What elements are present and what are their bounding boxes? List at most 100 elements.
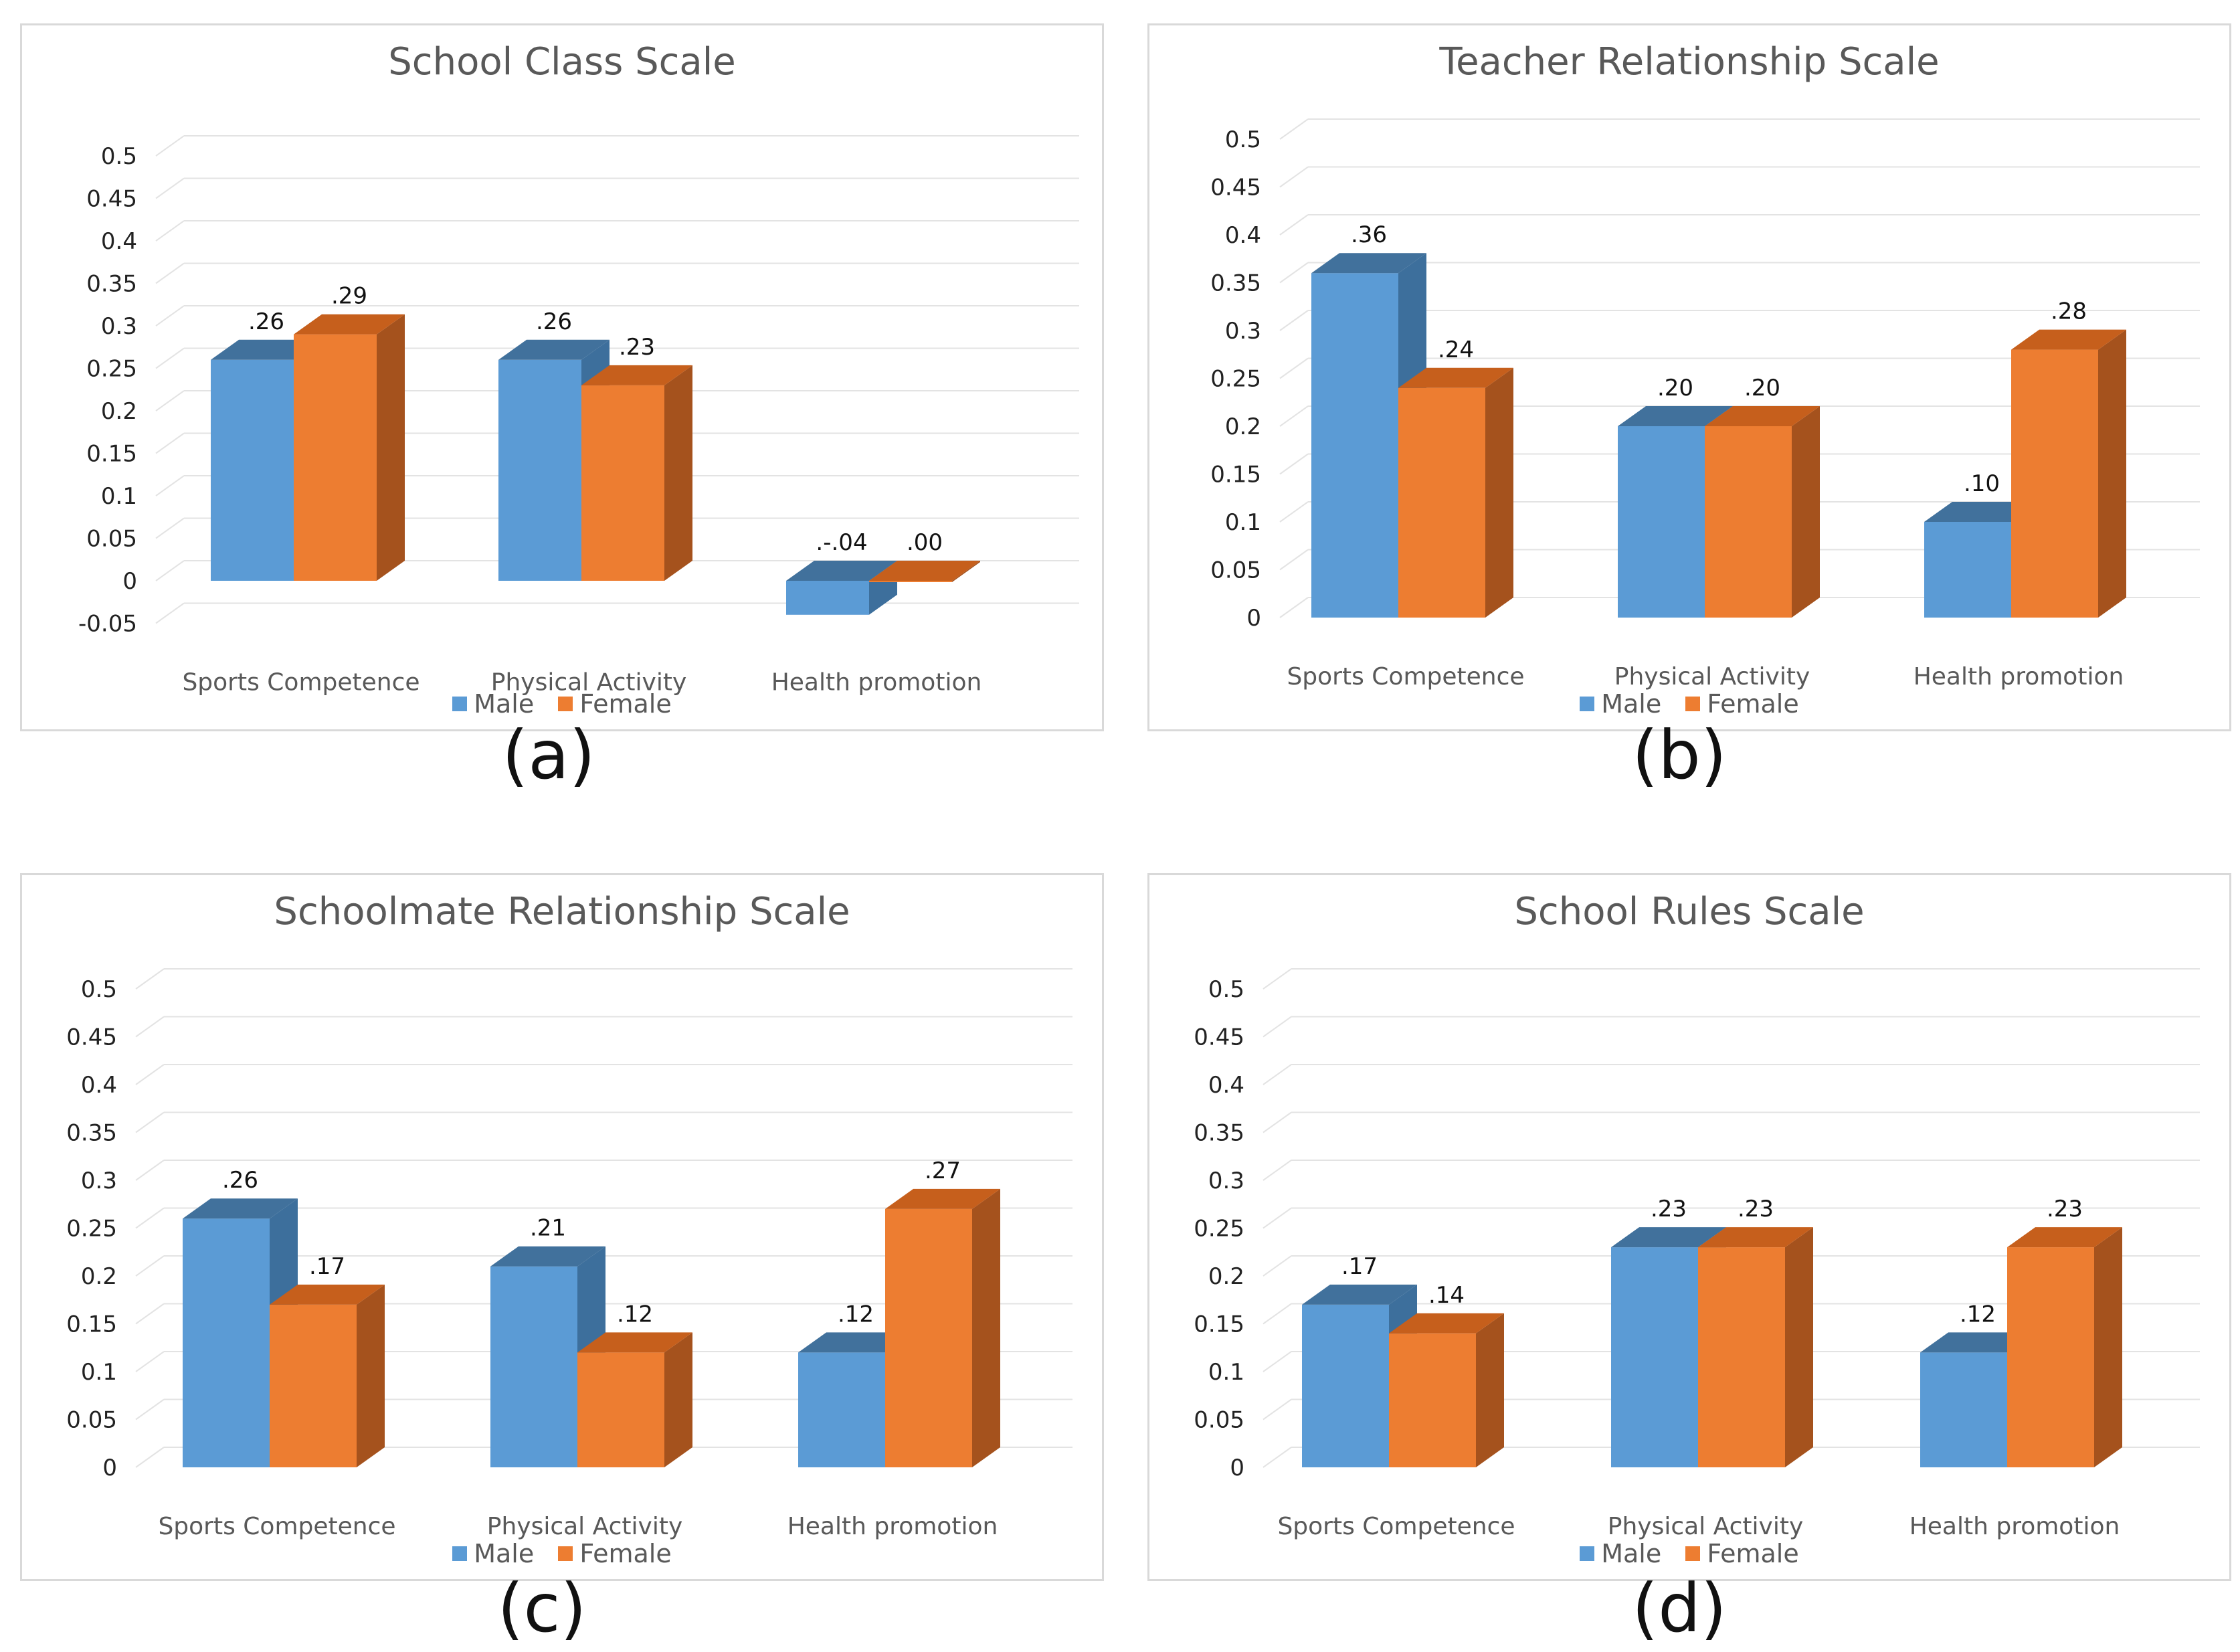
bar-female bbox=[885, 1188, 1000, 1467]
y-tick-label: 0.05 bbox=[86, 526, 137, 553]
y-tick-label: 0.1 bbox=[81, 1359, 117, 1386]
legend-female-label: Female bbox=[579, 689, 672, 719]
y-tick-label: 0.45 bbox=[1194, 1024, 1244, 1051]
bar-front bbox=[183, 1218, 270, 1467]
data-label: .-.04 bbox=[816, 529, 867, 556]
legend-female-label: Female bbox=[579, 1539, 672, 1568]
gridline-diagonal bbox=[1263, 1064, 1292, 1085]
bar-male bbox=[1920, 1332, 2035, 1467]
x-category-label: Health promotion bbox=[787, 1513, 998, 1540]
bar-front bbox=[1389, 1333, 1476, 1467]
gridline-diagonal bbox=[135, 1303, 165, 1325]
x-category-label: Physical Activity bbox=[487, 1513, 683, 1540]
gridline-diagonal bbox=[1263, 1111, 1292, 1133]
data-label: .27 bbox=[925, 1158, 961, 1184]
gridline-diagonal bbox=[155, 220, 185, 242]
bar-front bbox=[2011, 349, 2098, 618]
x-category-label: Health promotion bbox=[1909, 1513, 2120, 1540]
data-label: .10 bbox=[1964, 470, 2000, 497]
chart-title: Schoolmate Relationship Scale bbox=[274, 890, 850, 933]
gridline-diagonal bbox=[1279, 310, 1309, 331]
gridline-diagonal bbox=[135, 1111, 165, 1133]
bar-top bbox=[498, 339, 610, 360]
gridline-diagonal bbox=[155, 177, 185, 199]
legend-female: Female bbox=[558, 1539, 672, 1568]
legend-male-label: Male bbox=[474, 1539, 535, 1568]
x-category-label: Health promotion bbox=[771, 669, 982, 697]
gridline-diagonal bbox=[135, 1160, 165, 1181]
gridline-diagonal bbox=[1263, 1255, 1292, 1277]
bar-side bbox=[1485, 367, 1513, 618]
bar-top bbox=[1302, 1284, 1417, 1305]
y-tick-label: 0.3 bbox=[1225, 318, 1261, 345]
bar-top bbox=[1698, 1227, 1813, 1248]
y-tick-label: 0.4 bbox=[81, 1072, 117, 1099]
data-label: .17 bbox=[1341, 1253, 1378, 1280]
bar-front bbox=[270, 1304, 357, 1467]
y-tick-label: 0.2 bbox=[1225, 414, 1261, 440]
gridline-diagonal bbox=[135, 1016, 165, 1038]
bar-female bbox=[1698, 1227, 1813, 1467]
y-tick-label: 0.15 bbox=[1194, 1311, 1244, 1338]
bar-front bbox=[581, 385, 664, 581]
chart-panel-d: School Rules Scale 0.5 0.45 0.4 0.35 0.3 0.25… bbox=[1147, 873, 2231, 1581]
gridline-diagonal bbox=[1263, 968, 1292, 990]
y-tick-label: 0 bbox=[122, 568, 137, 595]
bar-female bbox=[581, 365, 692, 581]
legend-male-label: Male bbox=[1601, 689, 1662, 719]
legend-male: Male bbox=[452, 1539, 534, 1568]
data-label: .20 bbox=[1744, 375, 1780, 401]
gridline-diagonal bbox=[155, 262, 185, 284]
gridline-diagonal bbox=[135, 968, 165, 990]
y-tick-label: 0.45 bbox=[86, 186, 137, 213]
gridline-diagonal bbox=[1279, 166, 1309, 188]
y-tick-label: 0.1 bbox=[101, 483, 137, 510]
bar-top bbox=[2007, 1227, 2122, 1248]
bar-top bbox=[1924, 502, 2039, 522]
bar-top bbox=[183, 1198, 298, 1219]
bar-female bbox=[1705, 406, 1820, 618]
y-tick-label: 0.25 bbox=[66, 1216, 117, 1243]
gridline-diagonal bbox=[1279, 118, 1309, 140]
gridline-diagonal bbox=[1263, 1207, 1292, 1229]
gridline-diagonal bbox=[135, 1398, 165, 1420]
legend-male: Male bbox=[1580, 1539, 1661, 1568]
bar-female bbox=[869, 561, 980, 582]
gridline-diagonal bbox=[155, 602, 185, 624]
bar-side bbox=[1785, 1227, 1813, 1467]
bar-front bbox=[1302, 1304, 1389, 1467]
legend-male: Male bbox=[1580, 689, 1661, 719]
x-category-label: Physical Activity bbox=[1608, 1513, 1804, 1540]
y-tick-label: 0.05 bbox=[1194, 1407, 1244, 1434]
chart-legend: Male Female bbox=[1149, 1538, 2229, 1568]
x-category-label: Physical Activity bbox=[1614, 663, 1810, 691]
chart-title: School Rules Scale bbox=[1514, 890, 1865, 933]
y-tick-label: 0.3 bbox=[1208, 1168, 1244, 1194]
bar-front bbox=[1398, 387, 1485, 618]
bar-top bbox=[1705, 406, 1820, 426]
y-tick-label: 0.45 bbox=[66, 1024, 117, 1051]
bar-female bbox=[1398, 367, 1513, 618]
gridline-diagonal bbox=[155, 475, 185, 496]
legend-female: Female bbox=[1685, 689, 1799, 719]
bar-side bbox=[664, 1332, 692, 1467]
y-tick-label: 0.4 bbox=[1225, 222, 1261, 249]
gridline-diagonal bbox=[155, 517, 185, 539]
bar-front bbox=[577, 1352, 664, 1467]
bar-front bbox=[1618, 426, 1705, 618]
bar-top bbox=[1398, 367, 1513, 388]
chart-title: School Class Scale bbox=[388, 40, 736, 84]
bar-front bbox=[1920, 1352, 2007, 1467]
bar-side bbox=[664, 365, 692, 581]
data-label: .28 bbox=[2051, 298, 2087, 325]
data-label: .23 bbox=[1738, 1196, 1774, 1222]
y-tick-label: 0.1 bbox=[1208, 1359, 1244, 1386]
gridline-diagonal bbox=[1279, 262, 1309, 284]
gridline-diagonal bbox=[155, 305, 185, 327]
chart-plot-area: 0.5 0.45 0.4 0.35 0.3 0.25 0.2 0.15 0.1 0.05 0 .26.… bbox=[66, 968, 1072, 1540]
gridline-diagonal bbox=[155, 135, 185, 157]
legend-male: Male bbox=[452, 689, 534, 719]
y-tick-label: 0.35 bbox=[1194, 1120, 1244, 1147]
gridline-diagonal bbox=[1279, 597, 1309, 618]
legend-female-label: Female bbox=[1707, 1539, 1799, 1568]
